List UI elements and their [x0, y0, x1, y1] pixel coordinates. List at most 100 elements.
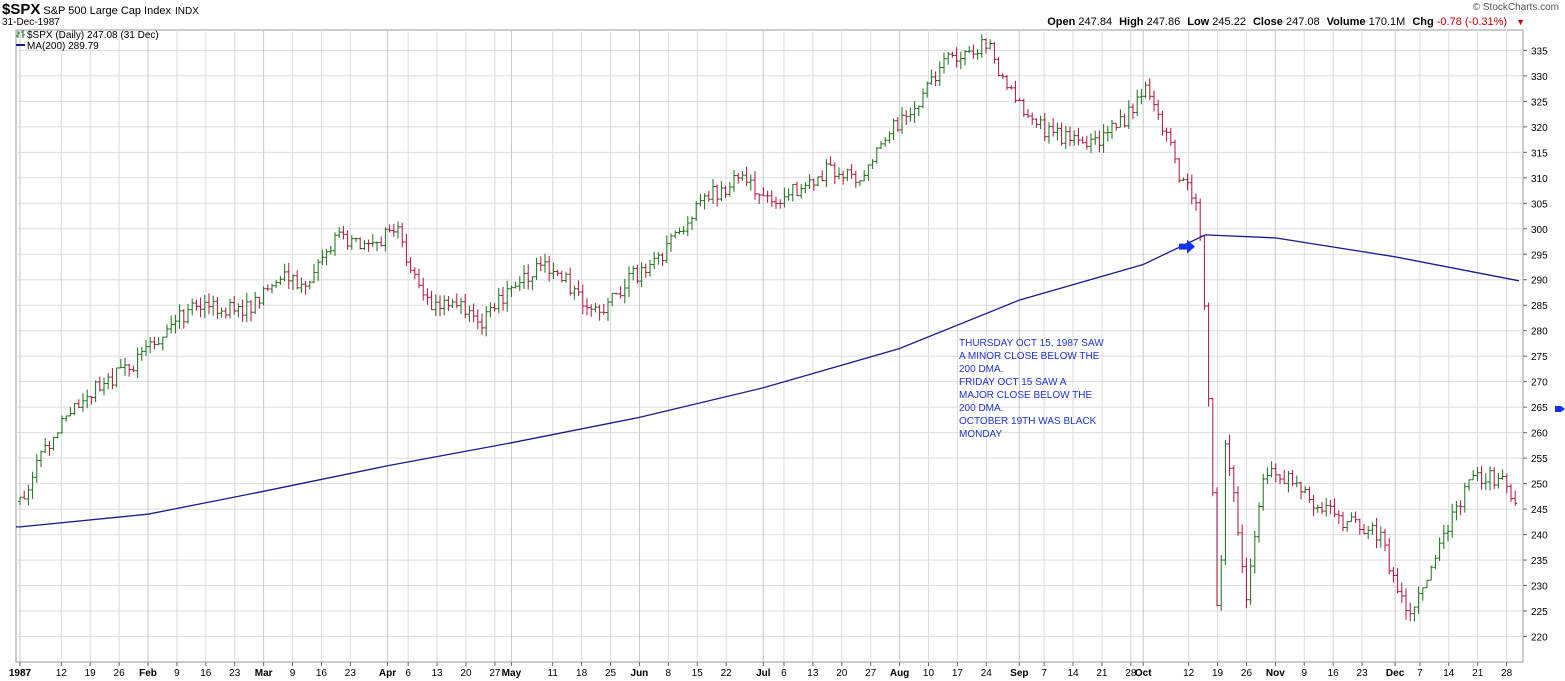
x-tick-label: 19	[85, 668, 97, 679]
ohlc-label-open: Open	[1047, 16, 1079, 28]
x-tick-label: Jun	[631, 668, 649, 679]
x-tick-label: 19	[1212, 668, 1224, 679]
x-tick-label: 6	[405, 668, 411, 679]
y-tick-label: 235	[1531, 556, 1548, 567]
y-tick-label: 255	[1531, 454, 1548, 465]
plot-area	[15, 29, 1524, 663]
x-tick-label: May	[502, 668, 522, 679]
x-tick-label: 16	[1328, 668, 1340, 679]
last-price-marker-icon	[1555, 406, 1565, 412]
ohlc-label-volume: Volume	[1326, 16, 1369, 28]
x-tick-label: Dec	[1386, 668, 1405, 679]
y-tick-label: 330	[1531, 72, 1548, 83]
x-tick-label: Feb	[139, 668, 157, 679]
copyright-label: © StockCharts.com	[1472, 2, 1559, 13]
x-tick-label: Nov	[1266, 668, 1285, 679]
ohlc-label-chg: Chg	[1412, 16, 1437, 28]
x-tick-label: 9	[290, 668, 296, 679]
legend-ma: MA(200) 289.79	[16, 41, 99, 52]
x-tick-label: 9	[174, 668, 180, 679]
x-tick-label: Apr	[379, 668, 396, 679]
x-tick-label: 7	[1041, 668, 1047, 679]
x-tick-label: 26	[114, 668, 126, 679]
y-tick-label: 335	[1531, 46, 1548, 57]
x-tick-label: 8	[666, 668, 672, 679]
ohlc-value-close: 247.08	[1285, 16, 1320, 28]
y-tick-label: 260	[1531, 429, 1548, 440]
ticker-name: S&P 500 Large Cap Index	[43, 5, 171, 17]
x-tick-label: 1987	[9, 668, 32, 679]
crossing-arrow-icon	[1179, 239, 1196, 254]
x-tick-label: 23	[229, 668, 241, 679]
x-tick-label: 12	[56, 668, 68, 679]
x-tick-label: 6	[781, 668, 787, 679]
y-tick-label: 220	[1531, 633, 1548, 644]
ohlc-value-open: 247.84	[1078, 16, 1113, 28]
y-tick-label: 240	[1531, 531, 1548, 542]
y-tick-label: 265	[1531, 403, 1548, 414]
y-tick-label: 295	[1531, 250, 1548, 261]
y-tick-label: 275	[1531, 352, 1548, 363]
y-tick-label: 245	[1531, 505, 1548, 516]
y-tick-label: 250	[1531, 480, 1548, 491]
ohlc-bar-icon	[16, 30, 25, 39]
x-tick-label: 22	[721, 668, 733, 679]
chart-annotation: THURSDAY OCT 15, 1987 SAW A MINOR CLOSE …	[959, 338, 1104, 440]
x-tick-label: 16	[200, 668, 212, 679]
exchange-label: INDX	[174, 6, 199, 17]
y-tick-label: 270	[1531, 378, 1548, 389]
y-tick-label: 305	[1531, 199, 1548, 210]
x-tick-label: 11	[548, 668, 559, 679]
ma-line-icon	[16, 44, 25, 46]
x-tick-label: Mar	[255, 668, 273, 679]
x-tick-label: 23	[1357, 668, 1369, 679]
x-tick-label: 14	[1443, 668, 1455, 679]
y-tick-label: 310	[1531, 174, 1548, 185]
x-tick-label: 23	[345, 668, 357, 679]
y-tick-label: 325	[1531, 97, 1548, 108]
x-tick-label: 16	[316, 668, 328, 679]
ohlc-label-close: Close	[1252, 16, 1286, 28]
y-tick-label: 280	[1531, 327, 1548, 338]
x-tick-label: 17	[952, 668, 964, 679]
ohlc-readout: Open 247.84 High 247.86 Low 245.22 Close 24…	[1047, 16, 1525, 28]
y-tick-label: 290	[1531, 276, 1548, 287]
x-tick-label: 27	[489, 668, 501, 679]
y-tick-label: 225	[1531, 607, 1548, 618]
x-tick-label: 13	[807, 668, 819, 679]
x-tick-label: 14	[1067, 668, 1079, 679]
x-tick-label: Sep	[1010, 668, 1028, 679]
x-tick-label: 9	[1301, 668, 1307, 679]
x-tick-label: Jul	[756, 668, 771, 679]
x-tick-label: Aug	[890, 668, 909, 679]
ohlc-value-high: 247.86	[1146, 16, 1181, 28]
chart-header: $SPX S&P 500 Large Cap Index INDX	[2, 1, 199, 19]
ohlc-label-low: Low	[1187, 16, 1213, 28]
x-tick-label: 28	[1125, 668, 1137, 679]
y-tick-label: 285	[1531, 301, 1548, 312]
y-tick-label: 230	[1531, 582, 1548, 593]
x-tick-label: 21	[1096, 668, 1108, 679]
x-tick-label: 10	[923, 668, 935, 679]
legend-ma-label: MA(200) 289.79	[27, 41, 99, 52]
chart-date: 31-Dec-1987	[2, 17, 60, 28]
x-tick-label: 20	[460, 668, 472, 679]
x-tick-label: 18	[576, 668, 588, 679]
x-tick-label: 21	[1472, 668, 1484, 679]
x-tick-label: Oct	[1135, 668, 1152, 679]
x-tick-label: 13	[432, 668, 444, 679]
y-tick-label: 320	[1531, 123, 1548, 134]
y-tick-label: 315	[1531, 148, 1548, 159]
x-tick-label: 28	[1501, 668, 1513, 679]
x-tick-label: 26	[1241, 668, 1253, 679]
x-tick-label: 24	[981, 668, 993, 679]
x-tick-label: 25	[605, 668, 617, 679]
ticker-symbol: $SPX	[2, 1, 41, 18]
ohlc-value-low: 245.22	[1212, 16, 1246, 28]
ohlc-value-chg: -0.78 (-0.31%)	[1436, 16, 1508, 28]
ohlc-label-high: High	[1119, 16, 1147, 28]
legend-price-label: $SPX (Daily) 247.08 (31 Dec)	[27, 30, 159, 41]
x-tick-label: 7	[1417, 668, 1423, 679]
x-tick-label: 27	[865, 668, 877, 679]
